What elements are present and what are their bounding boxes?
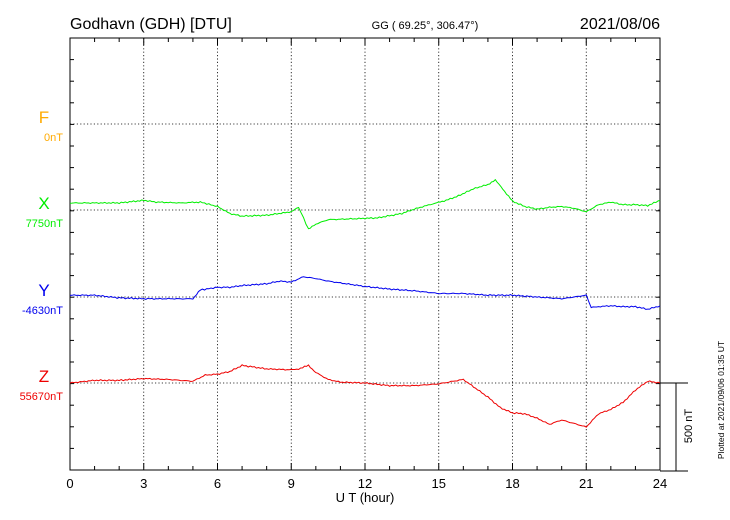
date-label: 2021/08/06 [580, 16, 660, 33]
series-baseline-z: 55670nT [20, 391, 64, 403]
trace-z [69, 364, 661, 428]
grid-lines [70, 38, 660, 470]
x-tick-label: 15 [432, 476, 446, 491]
series-label-y: Y [38, 281, 49, 300]
x-tick-label: 3 [140, 476, 147, 491]
series-baseline-x: 7750nT [26, 218, 64, 230]
x-tick-label: 0 [66, 476, 73, 491]
x-axis-label: U T (hour) [336, 490, 395, 505]
data-traces [69, 178, 661, 428]
series-baseline-y: -4630nT [22, 305, 63, 317]
station-coordinates: GG ( 69.25°, 306.47°) [372, 20, 479, 32]
plotted-timestamp: Plotted at 2021/09/06 01:35 UT [716, 341, 726, 459]
series-labels: F 0nT X 7750nT Y -4630nT Z 55670nT [20, 108, 64, 403]
x-tick-label: 6 [214, 476, 221, 491]
trace-x [69, 178, 661, 230]
x-tick-label: 18 [505, 476, 519, 491]
trace-y [69, 276, 661, 310]
series-label-z: Z [39, 367, 49, 386]
scale-bar: 500 nT [660, 382, 695, 472]
scale-bar-label: 500 nT [683, 409, 695, 444]
tick-marks [69, 37, 661, 471]
x-tick-labels: 0 3 6 9 12 15 18 21 24 [66, 476, 667, 491]
station-title: Godhavn (GDH) [DTU] [70, 16, 232, 33]
x-tick-label: 24 [653, 476, 667, 491]
x-tick-label: 21 [579, 476, 593, 491]
series-baseline-f: 0nT [44, 132, 63, 144]
x-tick-label: 12 [358, 476, 372, 491]
x-tick-label: 9 [288, 476, 295, 491]
series-label-f: F [39, 108, 49, 127]
series-label-x: X [38, 194, 49, 213]
